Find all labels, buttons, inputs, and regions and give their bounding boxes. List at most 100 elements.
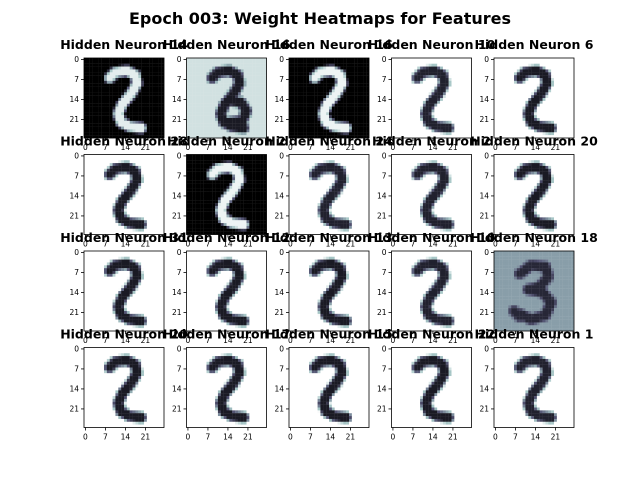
heatmap-cell	[559, 98, 563, 102]
heatmap-cell	[496, 95, 500, 99]
heatmap-cell	[360, 112, 364, 116]
heatmap-cell	[126, 129, 130, 133]
heatmap-cell	[363, 115, 367, 119]
heatmap-cell	[502, 112, 506, 116]
heatmap-cell	[448, 120, 452, 124]
heatmap-cell	[155, 60, 159, 64]
heatmap-cell	[263, 92, 267, 96]
heatmap-cell	[226, 63, 230, 67]
heatmap-cell	[155, 103, 159, 107]
heatmap-cell	[514, 115, 518, 119]
heatmap-cell	[414, 80, 418, 84]
heatmap-cell	[215, 80, 219, 84]
heatmap-cell	[229, 60, 233, 64]
heatmap-cell	[431, 129, 435, 133]
heatmap-cell	[149, 200, 153, 204]
heatmap-cell	[186, 132, 190, 136]
heatmap-cell	[132, 217, 136, 221]
heatmap-cell	[303, 63, 307, 67]
heatmap-cell	[499, 92, 503, 96]
heatmap-cell	[451, 86, 455, 90]
heatmap-cell	[514, 129, 518, 133]
heatmap-cell	[135, 132, 139, 136]
heatmap-cell	[235, 115, 239, 119]
heatmap-cell	[448, 60, 452, 64]
heatmap-cell	[428, 80, 432, 84]
heatmap-cell	[206, 115, 210, 119]
heatmap-cell	[144, 211, 148, 215]
heatmap-cell	[502, 115, 506, 119]
heatmap-cell	[505, 106, 509, 110]
heatmap-cell	[402, 103, 406, 107]
heatmap-cell	[189, 80, 193, 84]
heatmap-cell	[98, 83, 102, 87]
heatmap-cell	[223, 165, 227, 169]
heatmap-cell	[260, 132, 264, 136]
heatmap-cell	[516, 118, 520, 122]
heatmap-cell	[243, 103, 247, 107]
heatmap-cell	[152, 154, 156, 158]
heatmap-cell	[434, 66, 438, 70]
heatmap-cell	[186, 171, 190, 175]
heatmap-cell	[126, 191, 130, 195]
heatmap-cell	[468, 106, 472, 110]
heatmap-cell	[425, 106, 429, 110]
heatmap-cell	[89, 211, 93, 215]
heatmap-cell	[349, 66, 353, 70]
heatmap-cell	[494, 129, 498, 133]
heatmap-cell	[112, 165, 116, 169]
heatmap-cell	[126, 123, 130, 127]
heatmap-cell	[206, 78, 210, 82]
heatmap-cell	[448, 103, 452, 107]
heatmap-cell	[451, 92, 455, 96]
heatmap-cell	[534, 83, 538, 87]
heatmap-cell	[243, 83, 247, 87]
heatmap-cell	[237, 78, 241, 82]
heatmap-cell	[562, 135, 566, 139]
heatmap-cell	[98, 163, 102, 167]
heatmap-cell	[499, 95, 503, 99]
heatmap-cell	[502, 58, 506, 62]
heatmap-cell	[155, 185, 159, 189]
heatmap-cell	[149, 157, 153, 161]
heatmap-cell	[223, 69, 227, 73]
heatmap-cell	[226, 95, 230, 99]
heatmap-cell	[144, 177, 148, 181]
heatmap-cell	[149, 203, 153, 207]
heatmap-cell	[442, 112, 446, 116]
heatmap-cell	[514, 120, 518, 124]
heatmap-cell	[397, 95, 401, 99]
heatmap-cell	[457, 135, 461, 139]
y-tick-label: 0	[177, 55, 182, 64]
heatmap-cell	[536, 115, 540, 119]
heatmap-cell	[317, 126, 321, 130]
heatmap-cell	[232, 168, 236, 172]
heatmap-cell	[84, 203, 88, 207]
heatmap-cell	[255, 118, 259, 122]
heatmap-cell	[408, 83, 412, 87]
heatmap-cell	[326, 75, 330, 79]
heatmap-cell	[161, 123, 165, 127]
heatmap-cell	[141, 174, 145, 178]
heatmap-cell	[320, 63, 324, 67]
heatmap-cell	[152, 225, 156, 229]
heatmap-cell	[448, 80, 452, 84]
heatmap-cell	[351, 86, 355, 90]
heatmap-cell	[126, 95, 130, 99]
heatmap-cell	[465, 100, 469, 104]
heatmap-cell	[448, 106, 452, 110]
heatmap-cell	[457, 100, 461, 104]
heatmap-cell	[445, 129, 449, 133]
heatmap-cell	[442, 123, 446, 127]
heatmap-cell	[391, 112, 395, 116]
heatmap-cell	[144, 75, 148, 79]
heatmap-cell	[89, 191, 93, 195]
heatmap-cell	[255, 112, 259, 116]
heatmap-cell	[454, 132, 458, 136]
heatmap-cell	[346, 83, 350, 87]
heatmap-cell	[101, 211, 105, 215]
heatmap-cell	[297, 106, 301, 110]
heatmap-cell	[508, 78, 512, 82]
heatmap-cell	[568, 118, 572, 122]
heatmap-cell	[155, 168, 159, 172]
